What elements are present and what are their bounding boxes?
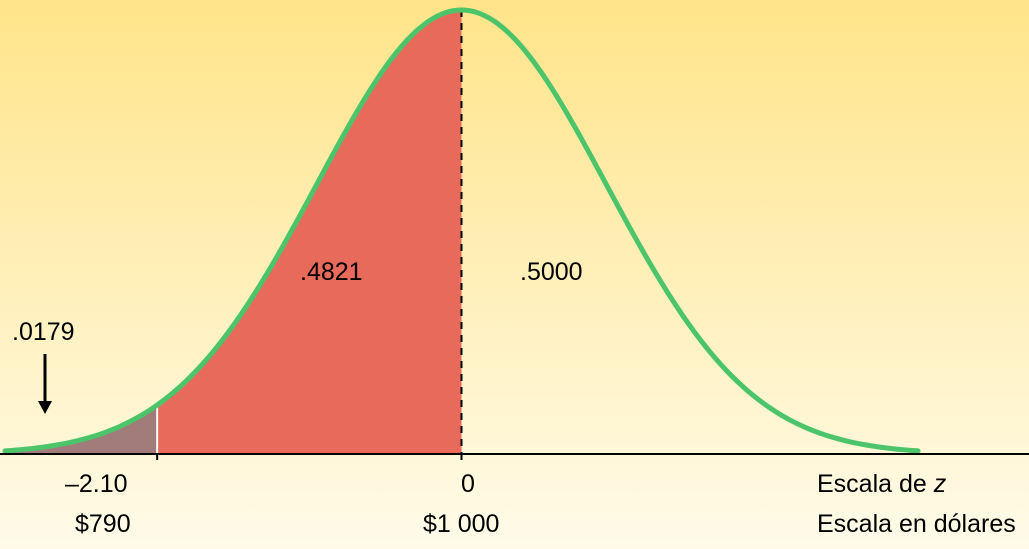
label-scale-z: Escala de z (817, 470, 946, 499)
label-dollar-cut: $790 (75, 510, 131, 539)
chart-svg (0, 0, 1029, 549)
label-tail-prob: .0179 (12, 318, 75, 347)
label-left-area: .4821 (300, 258, 363, 287)
label-z-center: 0 (461, 470, 475, 499)
label-scale-dollar: Escala en dólares (817, 510, 1016, 539)
label-right-area: .5000 (520, 258, 583, 287)
normal-distribution-chart: .0179 .4821 .5000 –2.10 0 $790 $1 000 Es… (0, 0, 1029, 549)
label-z-cut: –2.10 (65, 470, 128, 499)
label-dollar-center: $1 000 (423, 510, 499, 539)
